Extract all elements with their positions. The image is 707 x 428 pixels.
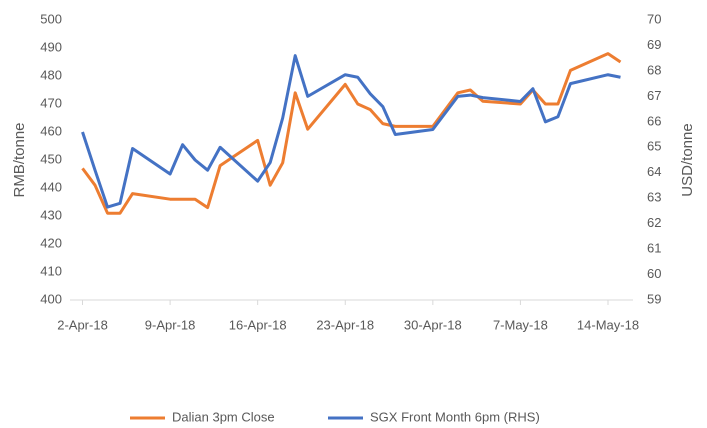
y-tick-label: 450 [40,151,62,166]
y2-axis-label: USD/tonne [679,123,696,196]
y-tick-label: 420 [40,235,62,250]
y2-tick-label: 62 [647,215,661,230]
y-tick-label: 500 [40,11,62,26]
legend-label: Dalian 3pm Close [172,409,275,424]
y-tick-label: 400 [40,291,62,306]
y2-tick-label: 60 [647,266,661,281]
x-tick-label: 16-Apr-18 [229,317,287,332]
y2-tick-label: 69 [647,37,661,52]
y2-tick-label: 70 [647,11,661,26]
y2-tick-label: 68 [647,62,661,77]
x-tick-label: 7-May-18 [493,317,548,332]
y-tick-label: 460 [40,123,62,138]
y2-tick-label: 61 [647,241,661,256]
x-tick-label: 2-Apr-18 [57,317,108,332]
y-axis-label: RMB/tonne [11,122,28,197]
x-tick-label: 30-Apr-18 [404,317,462,332]
y2-tick-label: 59 [647,291,661,306]
y-tick-label: 490 [40,39,62,54]
series-line [81,52,622,215]
series-line [81,54,621,209]
y-tick-label: 440 [40,179,62,194]
x-tick-label: 14-May-18 [577,317,639,332]
y-tick-label: 480 [40,67,62,82]
y2-tick-label: 64 [647,164,661,179]
y-tick-label: 430 [40,207,62,222]
y2-tick-label: 63 [647,190,661,205]
y-tick-label: 410 [40,263,62,278]
y2-tick-label: 67 [647,88,661,103]
x-tick-label: 9-Apr-18 [145,317,196,332]
y-tick-label: 470 [40,95,62,110]
legend-label: SGX Front Month 6pm (RHS) [370,409,540,424]
y2-tick-label: 65 [647,139,661,154]
x-tick-label: 23-Apr-18 [316,317,374,332]
y2-tick-label: 66 [647,113,661,128]
